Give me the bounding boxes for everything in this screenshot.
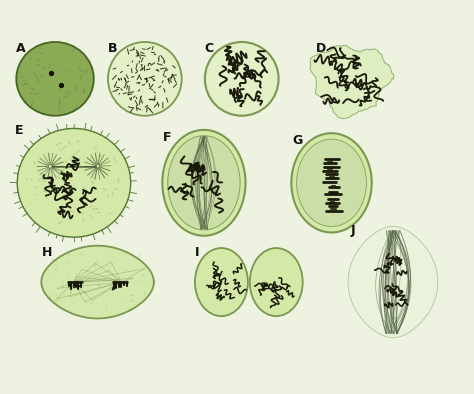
Polygon shape	[348, 226, 438, 338]
Ellipse shape	[17, 128, 131, 237]
Ellipse shape	[292, 133, 372, 232]
Polygon shape	[41, 246, 154, 318]
Ellipse shape	[162, 130, 246, 236]
Ellipse shape	[168, 136, 240, 230]
Ellipse shape	[205, 42, 279, 116]
Ellipse shape	[297, 139, 366, 227]
Text: E: E	[15, 124, 23, 137]
Text: A: A	[16, 42, 26, 55]
Text: B: B	[108, 42, 118, 55]
Ellipse shape	[108, 42, 182, 116]
Text: F: F	[163, 131, 172, 144]
Text: J: J	[350, 224, 355, 237]
Ellipse shape	[16, 42, 94, 116]
Text: C: C	[205, 42, 214, 55]
Polygon shape	[310, 45, 394, 119]
Text: D: D	[316, 43, 326, 56]
Text: I: I	[195, 246, 200, 259]
Text: H: H	[42, 246, 52, 259]
Text: G: G	[292, 134, 302, 147]
Ellipse shape	[250, 248, 303, 316]
Ellipse shape	[195, 248, 248, 316]
